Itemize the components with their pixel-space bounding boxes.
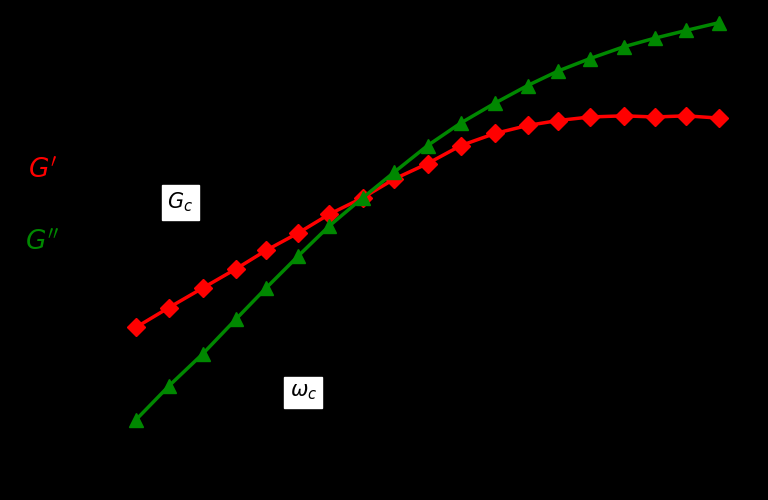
Text: $G''$: $G''$ (25, 230, 59, 256)
Text: $\omega_c$: $\omega_c$ (290, 382, 317, 402)
Text: $G_c$: $G_c$ (167, 190, 194, 214)
Text: $G'$: $G'$ (28, 157, 57, 183)
